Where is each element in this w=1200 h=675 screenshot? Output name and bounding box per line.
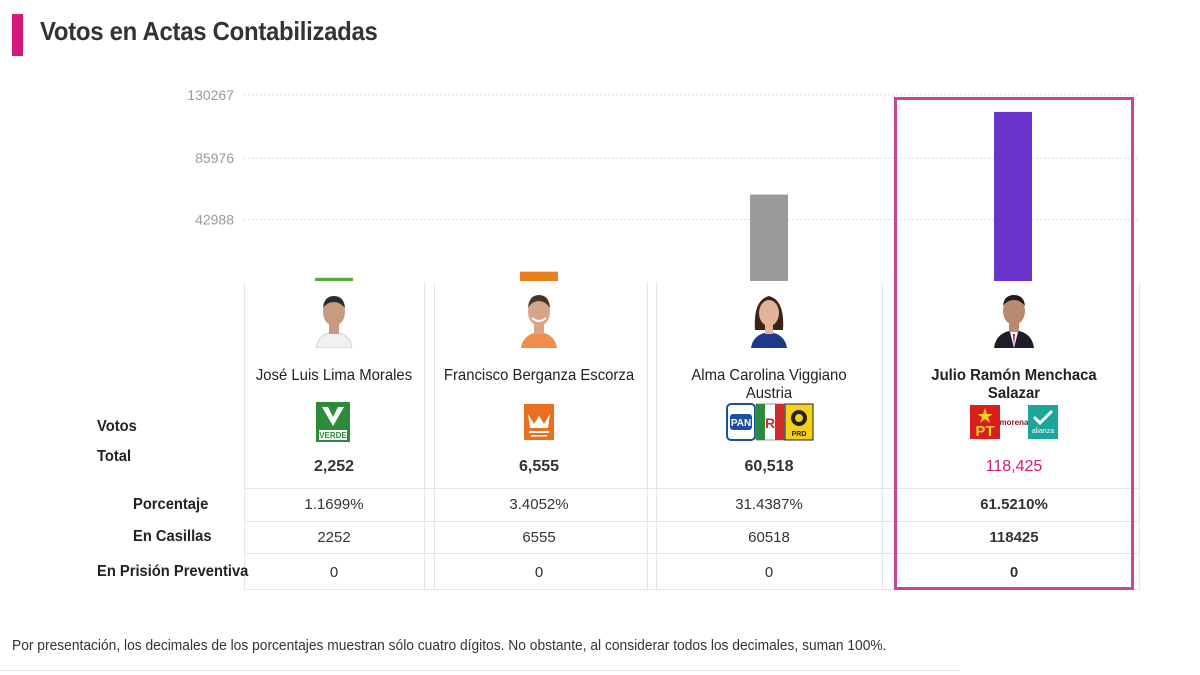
pan-logo-text: PAN xyxy=(731,418,751,429)
column-candidate-1 xyxy=(244,282,425,590)
candidate-name: Julio Ramón Menchaca Salazar xyxy=(931,367,1097,402)
alianza-logo-text: alianza xyxy=(1032,428,1054,435)
winner-highlight-frame xyxy=(894,97,1134,590)
bar-2[interactable] xyxy=(520,271,558,281)
casillas-value: 118425 xyxy=(989,529,1039,546)
candidate-name: José Luis Lima Morales xyxy=(255,367,413,384)
pan-pri-prd-logo: PAN R PRD xyxy=(726,403,814,441)
bar-3[interactable] xyxy=(750,194,788,281)
y-tick-label: 130267 xyxy=(187,87,234,103)
candidate-photo-4[interactable] xyxy=(992,290,1036,348)
row-divider xyxy=(244,553,1140,554)
y-tick-label: 85976 xyxy=(195,150,234,166)
row-label-votos: Votos xyxy=(97,418,137,435)
casillas-value: 60518 xyxy=(748,529,790,546)
candidate-photo-1[interactable] xyxy=(312,290,356,348)
row-label-casillas: En Casillas xyxy=(133,528,212,545)
y-tick-label: 42988 xyxy=(195,212,234,228)
candidate-photo-2[interactable] xyxy=(517,290,561,348)
verde-logo-text: VERDE xyxy=(319,431,347,440)
footer-divider xyxy=(0,670,960,671)
total-votes: 6,555 xyxy=(518,458,560,475)
prision-value: 0 xyxy=(764,564,774,581)
row-label-total: Total xyxy=(97,448,132,465)
percentage-value: 61.5210% xyxy=(980,496,1048,513)
percentage-value: 31.4387% xyxy=(735,496,803,513)
bar-4[interactable] xyxy=(994,111,1032,281)
row-label-porcentaje: Porcentaje xyxy=(133,496,209,513)
total-votes: 2,252 xyxy=(313,458,355,475)
bar-1[interactable] xyxy=(315,277,353,281)
total-votes-winner: 118,425 xyxy=(985,458,1043,475)
column-candidate-2 xyxy=(434,282,648,590)
casillas-value: 6555 xyxy=(522,529,556,546)
row-divider xyxy=(244,488,1140,489)
prision-value: 0 xyxy=(534,564,544,581)
prd-logo-text: PRD xyxy=(792,431,807,438)
footnote: Por presentación, los decimales de los p… xyxy=(12,637,887,654)
candidate-name: Alma Carolina Viggiano Austria xyxy=(691,367,847,402)
column-candidate-3 xyxy=(656,282,883,590)
movimiento-ciudadano-logo xyxy=(524,404,554,440)
row-divider xyxy=(244,521,1140,522)
candidate-photo-3[interactable] xyxy=(747,290,791,348)
title-accent-bar xyxy=(12,14,23,56)
page-title: Votos en Actas Contabilizadas xyxy=(40,16,378,46)
morena-logo-text: morena xyxy=(1000,418,1029,427)
bar-chart: 42988 85976 130267 xyxy=(187,87,1140,281)
total-votes: 60,518 xyxy=(744,458,794,475)
pt-morena-alianza-logo: PT morena alianza xyxy=(970,405,1058,440)
candidate-name: Francisco Berganza Escorza xyxy=(443,367,635,384)
prision-value: 0 xyxy=(329,564,339,581)
percentage-value: 3.4052% xyxy=(509,496,569,513)
svg-text:R: R xyxy=(765,415,775,431)
row-label-prision: En Prisión Preventiva xyxy=(97,563,249,580)
percentage-value: 1.1699% xyxy=(304,496,364,513)
verde-party-logo: VERDE xyxy=(316,402,350,442)
prision-value: 0 xyxy=(1009,564,1019,581)
casillas-value: 2252 xyxy=(317,529,351,546)
row-divider xyxy=(244,589,1140,590)
pt-logo-text: PT xyxy=(975,423,994,440)
